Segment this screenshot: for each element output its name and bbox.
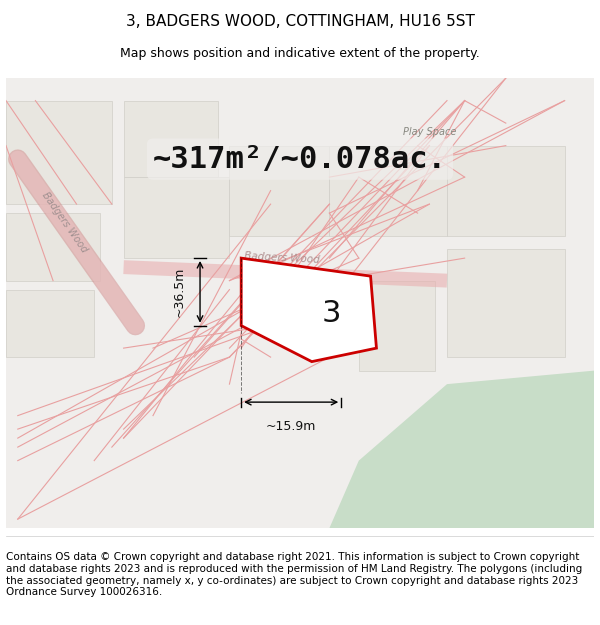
Text: ~317m²/~0.078ac.: ~317m²/~0.078ac. — [153, 144, 447, 174]
Text: ~36.5m: ~36.5m — [173, 267, 186, 317]
Polygon shape — [6, 289, 94, 357]
Text: 3: 3 — [322, 299, 341, 328]
Polygon shape — [229, 146, 329, 236]
Polygon shape — [124, 177, 229, 258]
Text: Badgers Wood: Badgers Wood — [244, 251, 320, 265]
Text: ~15.9m: ~15.9m — [266, 420, 316, 433]
Polygon shape — [241, 258, 376, 362]
Polygon shape — [447, 249, 565, 357]
Polygon shape — [6, 101, 112, 204]
Text: Badgers Wood: Badgers Wood — [40, 190, 89, 254]
Polygon shape — [447, 146, 565, 236]
Polygon shape — [329, 146, 447, 236]
Polygon shape — [6, 213, 100, 281]
Polygon shape — [359, 281, 435, 371]
Polygon shape — [124, 101, 218, 177]
Polygon shape — [329, 371, 594, 528]
Text: Contains OS data © Crown copyright and database right 2021. This information is : Contains OS data © Crown copyright and d… — [6, 552, 582, 598]
Text: Play Space: Play Space — [403, 127, 456, 137]
Text: 3, BADGERS WOOD, COTTINGHAM, HU16 5ST: 3, BADGERS WOOD, COTTINGHAM, HU16 5ST — [125, 14, 475, 29]
Text: Map shows position and indicative extent of the property.: Map shows position and indicative extent… — [120, 48, 480, 61]
